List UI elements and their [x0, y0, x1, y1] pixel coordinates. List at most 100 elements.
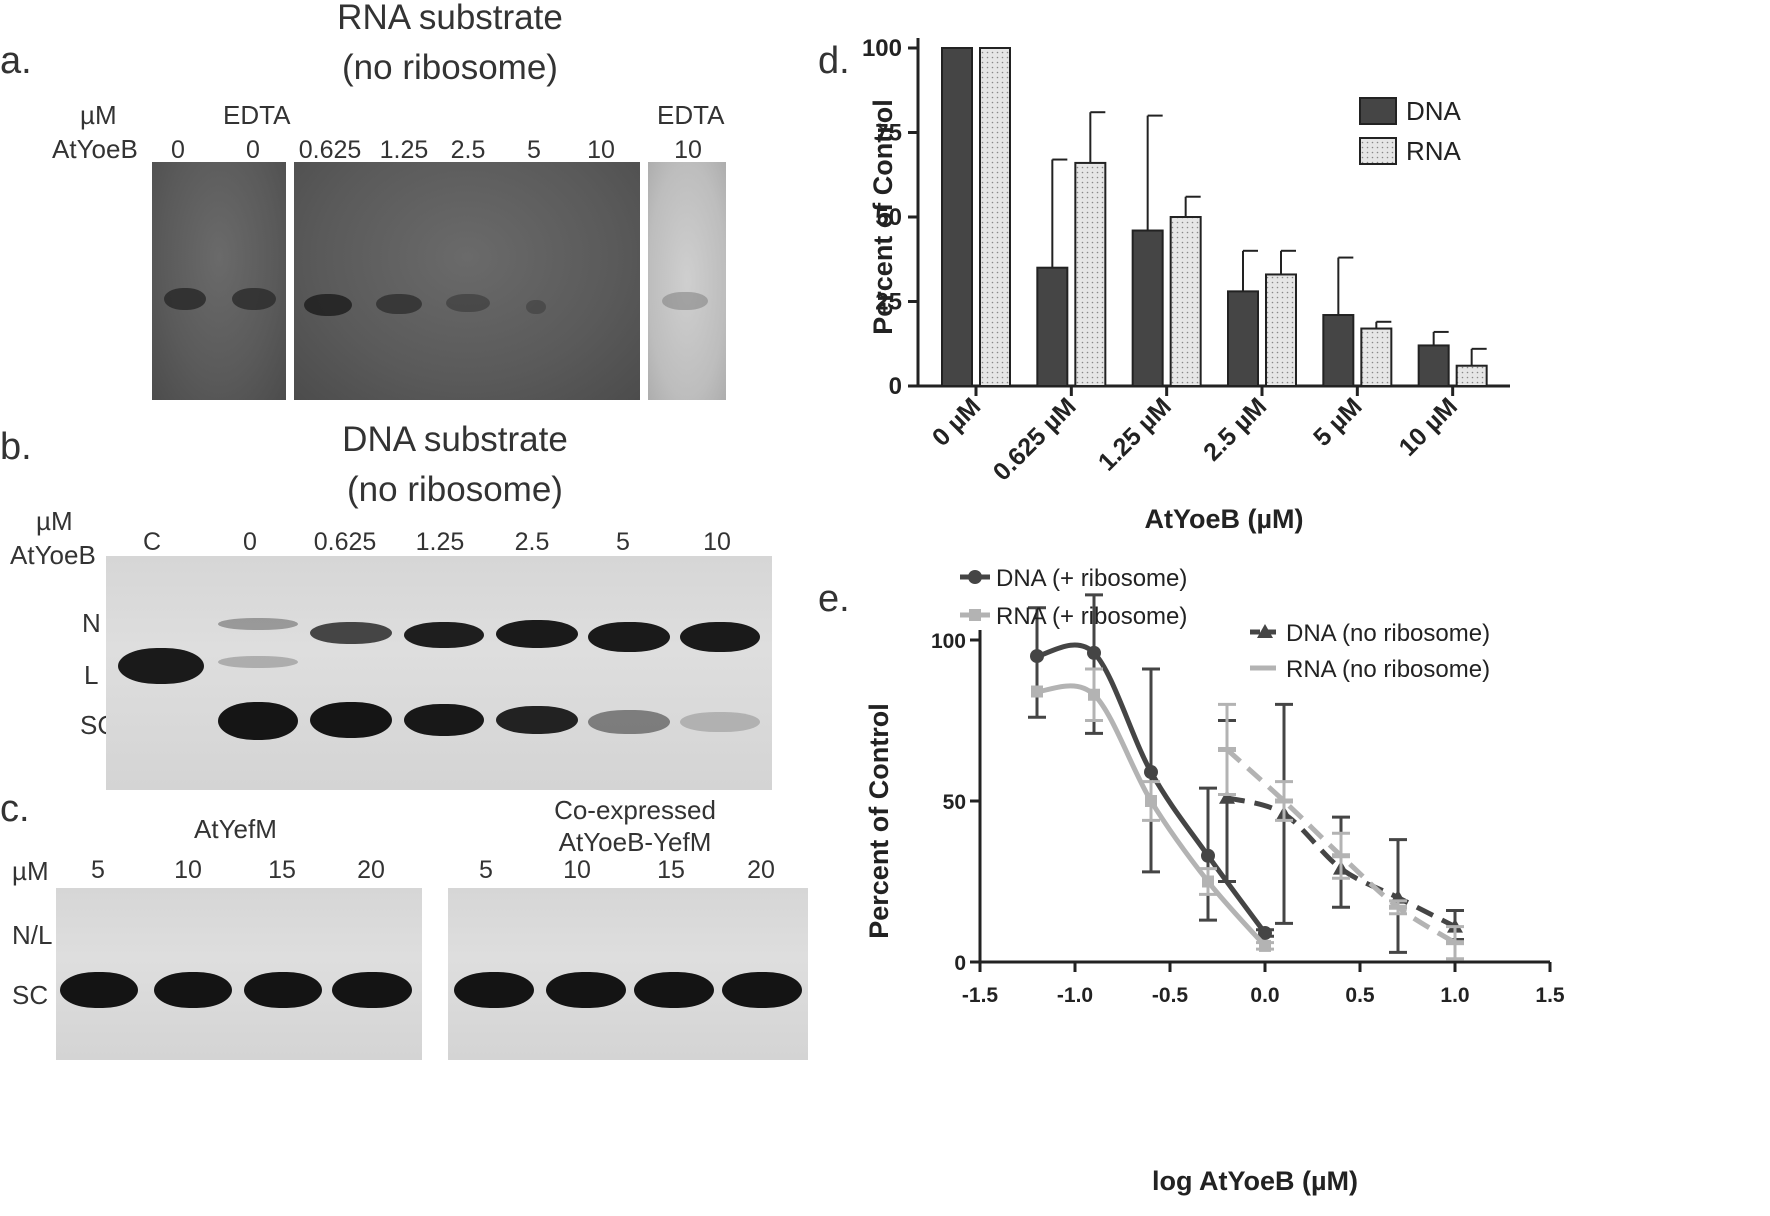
- dna-band: [218, 702, 298, 740]
- x-tick-label: -1.0: [1057, 984, 1093, 1007]
- rna-bar: [1455, 364, 1488, 388]
- panel-b-lane-label: 0.625: [313, 528, 377, 556]
- y-tick-label: 25: [875, 289, 902, 316]
- panel-a-lane-label: 0: [171, 136, 185, 164]
- data-point: [1201, 848, 1215, 863]
- dna-band: [218, 656, 298, 668]
- panel-a-unit-label: µM: [80, 100, 117, 130]
- panel-c-lane-label: 20: [747, 856, 775, 884]
- rna-band: [526, 300, 546, 314]
- data-point: [969, 609, 981, 621]
- band-label-nicked: N: [82, 608, 101, 638]
- band-label-linear: L: [84, 660, 99, 690]
- dna-band: [60, 972, 138, 1008]
- panel-a-edta-left: EDTA: [223, 100, 291, 130]
- x-tick-label: 0.0: [1250, 984, 1279, 1007]
- rna-bar: [1265, 273, 1297, 387]
- band-label-supercoiled: SC: [12, 980, 49, 1010]
- panel-b-letter: b.: [0, 426, 32, 468]
- legend-label: DNA (no ribosome): [1286, 620, 1490, 647]
- panel-b-lane-label: C: [142, 528, 162, 556]
- panel-b-lane-label: 5: [616, 528, 630, 556]
- rna-gel-image-middle: [294, 162, 640, 400]
- panel-b-title-line1: DNA substrate: [342, 420, 568, 459]
- panel-c-letter: c.: [0, 788, 30, 830]
- dna-band: [404, 704, 484, 736]
- panel-b-protein-label: AtYoeB: [10, 540, 96, 570]
- dna-band: [332, 972, 412, 1008]
- panel-a-protein-label: AtYoeB: [52, 134, 138, 164]
- x-tick-label: -1.5: [962, 984, 999, 1007]
- panel-a-lane-label: 10: [674, 136, 702, 164]
- data-point: [1219, 789, 1235, 804]
- x-tick-label: 0.625 µM: [988, 392, 1082, 486]
- panel-b-title-line2: (no ribosome): [347, 470, 563, 509]
- panel-c-lane-label: 15: [268, 856, 296, 884]
- x-tick-label: 1.25 µM: [1093, 392, 1177, 476]
- dna-band: [244, 972, 322, 1008]
- legend-label: DNA: [1406, 96, 1462, 126]
- x-axis-label: log AtYoeB (µM): [1152, 1166, 1358, 1196]
- x-tick-label: 1.5: [1535, 984, 1565, 1007]
- dna-band: [680, 712, 760, 732]
- dna-band: [218, 618, 298, 630]
- panel-c-lane-label: 20: [357, 856, 385, 884]
- rna-bar: [1360, 327, 1393, 388]
- data-point: [1332, 853, 1350, 859]
- data-point: [1088, 688, 1100, 701]
- rna-bar: [1169, 216, 1202, 387]
- y-tick-label: 100: [862, 35, 902, 62]
- legend-label: RNA (+ ribosome): [996, 603, 1187, 630]
- panel-a-lane-label: 5: [527, 136, 541, 164]
- y-tick-label: 50: [943, 791, 966, 814]
- y-tick-label: 0: [954, 952, 966, 975]
- panel-c-right-title: Co-expressed AtYoeB-YefM: [540, 794, 730, 858]
- legend-label: RNA (no ribosome): [1286, 656, 1490, 683]
- rna-gel-image-right: [648, 162, 726, 400]
- panel-e-letter: e.: [818, 578, 850, 620]
- y-tick-label: 50: [875, 204, 902, 231]
- rna-bar: [979, 47, 1011, 387]
- x-tick-label: 0 µM: [927, 392, 986, 451]
- dna-bar: [1131, 229, 1164, 387]
- data-point: [1258, 926, 1272, 941]
- dna-band: [310, 622, 392, 644]
- panel-a-letter: a.: [0, 40, 32, 82]
- dna-band: [634, 972, 714, 1008]
- yefm-gel-image: [56, 888, 422, 1060]
- dna-band: [588, 710, 670, 734]
- data-point: [1145, 795, 1157, 807]
- legend-label: RNA: [1406, 136, 1462, 166]
- panel-a-edta-right: EDTA: [657, 100, 725, 130]
- data-point: [1031, 685, 1043, 698]
- data-point: [1389, 904, 1407, 910]
- dna-band: [496, 706, 578, 734]
- dna-band: [722, 972, 802, 1008]
- panel-c-left-title: AtYefM: [194, 814, 277, 844]
- x-axis-label: AtYoeB (µM): [1144, 504, 1303, 534]
- panel-c-lane-label: 5: [91, 856, 105, 884]
- y-tick-label: 75: [875, 120, 902, 147]
- dna-bar: [941, 47, 973, 387]
- y-tick-label: 100: [931, 630, 966, 653]
- dna-bar: [1036, 266, 1069, 388]
- panel-c-lane-label: 10: [563, 856, 591, 884]
- panel-c-unit-label: µM: [12, 856, 49, 886]
- panel-c-lane-label: 10: [174, 856, 202, 884]
- y-axis-label: Percent of Control: [868, 99, 898, 335]
- panel-a-lane-label: 1.25: [379, 136, 429, 164]
- panel-a-title-line2: (no ribosome): [342, 48, 558, 87]
- panel-b-title: DNA substrate (no ribosome): [300, 418, 610, 512]
- legend-swatch: [1359, 137, 1397, 165]
- dna-band: [496, 620, 578, 648]
- data-point: [1259, 939, 1271, 952]
- data-point: [1446, 940, 1464, 946]
- panel-a-lane-label: 0: [246, 136, 260, 164]
- rna-band: [376, 294, 422, 314]
- fit-curve: [1226, 795, 1457, 929]
- x-tick-label: 10 µM: [1394, 392, 1463, 461]
- x-tick-label: 0.5: [1345, 984, 1375, 1007]
- dna-bar: [1227, 290, 1259, 387]
- coexpressed-gel-image: [448, 888, 808, 1060]
- legend-swatch: [1359, 97, 1397, 125]
